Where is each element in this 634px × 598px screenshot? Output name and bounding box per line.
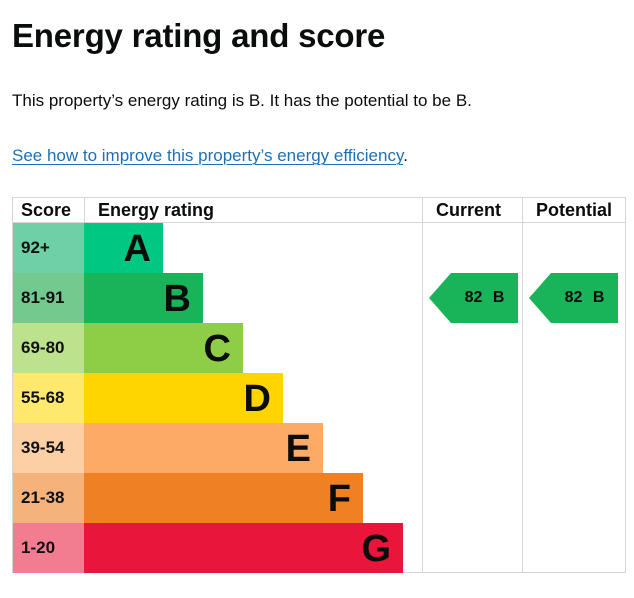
band-bar-c: C	[84, 323, 243, 373]
energy-rating-graph: Score Energy rating Current Potential 92…	[12, 197, 626, 573]
current-rating-label: 82 B	[464, 289, 505, 306]
improve-link-paragraph: See how to improve this property’s energ…	[12, 144, 408, 168]
header-score: Score	[21, 200, 72, 220]
header-divider	[13, 222, 625, 223]
band-score-a: 92+	[13, 223, 84, 273]
band-bar-b: B	[84, 273, 203, 323]
band-row-f: 21-38 F	[13, 473, 422, 523]
band-row-e: 39-54 E	[13, 423, 422, 473]
band-bar-a: A	[84, 223, 163, 273]
band-bar-g: G	[84, 523, 403, 573]
band-score-c: 69-80	[13, 323, 84, 373]
potential-arrow-shape	[529, 273, 618, 323]
band-bar-f: F	[84, 473, 363, 523]
band-row-b: 81-91 B	[13, 273, 422, 323]
potential-rating-label: 82 B	[564, 289, 605, 306]
current-arrow-shape	[429, 273, 518, 323]
page-title: Energy rating and score	[12, 17, 386, 54]
header-current: Current	[436, 200, 502, 220]
improve-energy-efficiency-link[interactable]: See how to improve this property’s energ…	[12, 146, 404, 165]
band-row-d: 55-68 D	[13, 373, 422, 423]
band-row-a: 92+ A	[13, 223, 422, 273]
band-score-d: 55-68	[13, 373, 84, 423]
header-energy-rating: Energy rating	[98, 200, 215, 220]
band-row-c: 69-80 C	[13, 323, 422, 373]
band-score-b: 81-91	[13, 273, 84, 323]
improve-link-suffix: .	[403, 146, 408, 165]
band-score-g: 1-20	[13, 523, 84, 573]
band-row-g: 1-20 G	[13, 523, 422, 573]
band-score-e: 39-54	[13, 423, 84, 473]
energy-rating-summary: This property’s energy rating is B. It h…	[12, 91, 472, 110]
band-bar-d: D	[84, 373, 283, 423]
divider-potential	[522, 198, 523, 572]
potential-rating-arrow: 82 B	[529, 273, 618, 323]
divider-current	[422, 198, 423, 572]
band-bar-e: E	[84, 423, 323, 473]
band-score-f: 21-38	[13, 473, 84, 523]
current-rating-arrow: 82 B	[429, 273, 518, 323]
header-potential: Potential	[536, 200, 613, 220]
